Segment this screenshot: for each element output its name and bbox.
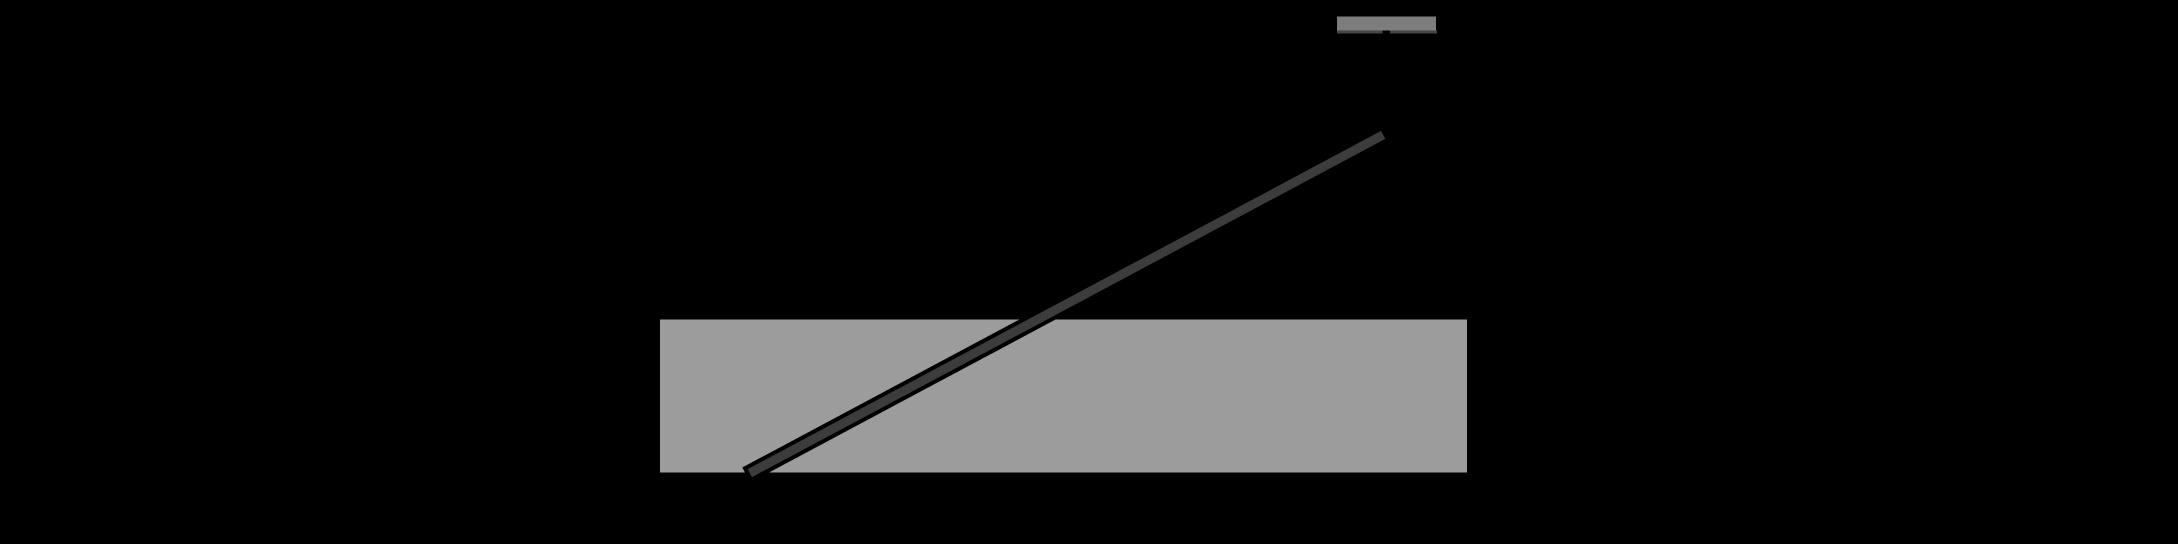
pivot-mount <box>1337 16 1436 31</box>
pole-rod <box>742 125 1391 483</box>
pivot-point <box>1382 30 1390 36</box>
